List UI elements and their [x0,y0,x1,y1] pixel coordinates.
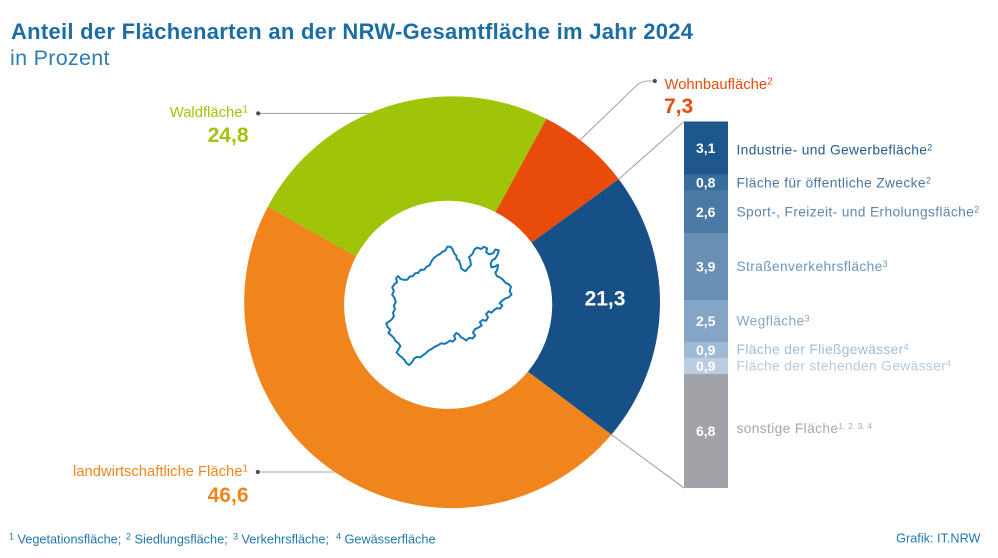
svg-text:1 Vegetationsfläche;: 1 Vegetationsfläche; [9,532,121,547]
svg-text:0,9: 0,9 [696,358,716,374]
svg-text:Wohnbaufläche2: Wohnbaufläche2 [665,77,774,94]
svg-text:24,8: 24,8 [208,124,249,147]
svg-text:Wegfläche3: Wegfläche3 [737,314,810,329]
svg-text:3,9: 3,9 [696,259,716,275]
svg-text:2 Siedlungsfläche;: 2 Siedlungsfläche; [126,532,228,547]
svg-text:6,8: 6,8 [696,423,716,439]
svg-text:Anteil der Flächenarten an der: Anteil der Flächenarten an der NRW-Gesam… [11,19,694,44]
svg-text:Sport-, Freizeit- und Erholung: Sport-, Freizeit- und Erholungsfläche2 [737,205,980,220]
svg-text:0,9: 0,9 [696,342,716,358]
svg-text:7,3: 7,3 [664,95,693,118]
svg-text:2,5: 2,5 [696,313,716,329]
svg-text:Straßenverkehrsfläche3: Straßenverkehrsfläche3 [737,259,888,274]
svg-text:Grafik: IT.NRW: Grafik: IT.NRW [896,531,980,545]
svg-text:3,1: 3,1 [696,140,716,156]
svg-text:landwirtschaftliche Fläche1: landwirtschaftliche Fläche1 [73,464,248,481]
svg-text:sonstige Fläche1. 2. 3. 4: sonstige Fläche1. 2. 3. 4 [737,421,873,436]
svg-text:Fläche der stehenden Gewässer4: Fläche der stehenden Gewässer4 [737,358,952,373]
svg-text:Industrie- und Gewerbefläche2: Industrie- und Gewerbefläche2 [737,142,933,157]
svg-text:21,3: 21,3 [585,288,626,311]
svg-text:in Prozent: in Prozent [10,46,110,70]
svg-text:0,8: 0,8 [696,175,716,191]
svg-text:46,6: 46,6 [208,484,249,507]
svg-text:3 Verkehrsfläche;: 3 Verkehrsfläche; [233,532,329,547]
svg-text:Waldfläche1: Waldfläche1 [170,105,249,122]
svg-text:4 Gewässerfläche: 4 Gewässerfläche [336,532,436,547]
svg-text:2,6: 2,6 [696,204,716,220]
svg-text:Fläche der Fließgewässer4: Fläche der Fließgewässer4 [737,342,909,357]
svg-text:Fläche für öffentliche Zwecke2: Fläche für öffentliche Zwecke2 [737,175,932,190]
